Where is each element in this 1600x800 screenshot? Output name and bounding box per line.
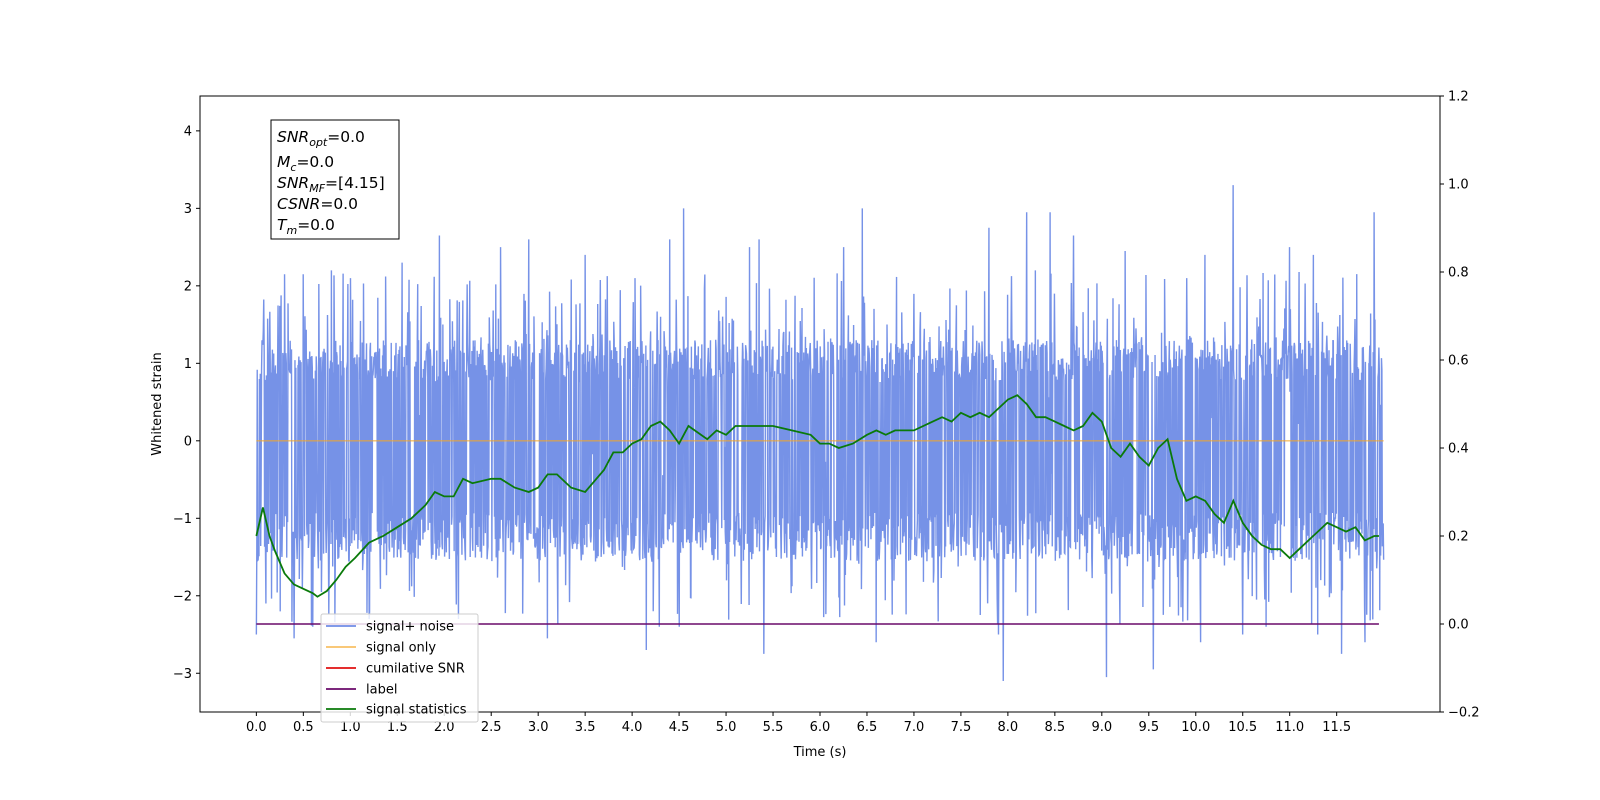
x-tick-label: 10.5 bbox=[1228, 720, 1257, 735]
x-tick-label: 11.0 bbox=[1275, 720, 1304, 735]
annotation-subscript: m bbox=[286, 224, 297, 237]
annotation-line: Tm=0.0 bbox=[277, 216, 335, 237]
series-signal-statistics-line bbox=[255, 394, 1379, 598]
legend-frame bbox=[320, 613, 479, 723]
y-right-tick-label: 0.6 bbox=[1448, 354, 1469, 369]
legend-entry: signal statistics bbox=[366, 703, 467, 718]
y-left-tick-label: 3 bbox=[184, 202, 192, 217]
annotation-subscript: MF bbox=[309, 182, 325, 195]
annotation-symbol: CSNR bbox=[277, 195, 320, 213]
y-right-tick-label: −0.2 bbox=[1448, 706, 1480, 721]
x-tick-label: 9.5 bbox=[1138, 720, 1159, 735]
x-tick-label: 11.5 bbox=[1322, 720, 1351, 735]
x-tick-label: 9.0 bbox=[1091, 720, 1112, 735]
y-right-tick-label: 0.8 bbox=[1448, 266, 1469, 281]
x-tick-label: 0.5 bbox=[293, 720, 314, 735]
annotation-subscript: c bbox=[290, 161, 296, 174]
y-left-tick-label: 1 bbox=[184, 357, 192, 372]
x-tick-label: 4.5 bbox=[669, 720, 690, 735]
legend: signal+ noise signal only cumilative SNR la… bbox=[320, 613, 479, 723]
annotation-symbol: SNR bbox=[277, 174, 309, 192]
y-left-tick-label: −2 bbox=[173, 589, 192, 604]
annotation-symbol: M bbox=[277, 153, 290, 171]
y-right-tick-label: 1.0 bbox=[1448, 178, 1469, 193]
x-tick-label: 4.0 bbox=[622, 720, 643, 735]
y-axis-left: −3 −2 −1 0 1 2 3 4 bbox=[173, 124, 200, 682]
x-tick-label: 1.5 bbox=[387, 720, 408, 735]
x-axis: 0.0 0.5 1.0 1.5 2.0 2.5 3.0 3.5 4.0 4.5 5.0 5.5 6.0 6… bbox=[246, 712, 1351, 735]
annotation-value: =0.0 bbox=[297, 216, 335, 234]
annotation-value: =0.0 bbox=[296, 153, 334, 171]
annotation-frame bbox=[270, 119, 400, 240]
x-tick-label: 3.0 bbox=[528, 720, 549, 735]
annotation-line: SNRopt=0.0 bbox=[277, 128, 365, 149]
x-tick-label: 7.5 bbox=[951, 720, 972, 735]
x-tick-label: 5.0 bbox=[716, 720, 737, 735]
annotation-value: =[4.15] bbox=[325, 174, 385, 192]
y-axis-label: Whitened strain bbox=[150, 352, 165, 455]
x-tick-label: 0.0 bbox=[246, 720, 267, 735]
legend-entry: signal+ noise bbox=[366, 620, 454, 635]
y-left-tick-label: 2 bbox=[184, 279, 192, 294]
annotation-box: SNRopt=0.0Mc=0.0SNRMF=[4.15]CSNR=0.0Tm=0… bbox=[270, 119, 400, 240]
y-right-tick-label: 1.2 bbox=[1448, 90, 1469, 105]
legend-entry: cumilative SNR bbox=[366, 662, 465, 677]
annotation-value: =0.0 bbox=[327, 128, 365, 146]
annotation-subscript: opt bbox=[309, 136, 328, 149]
annotation-line: SNRMF=[4.15] bbox=[277, 174, 385, 195]
legend-entry: label bbox=[366, 683, 397, 698]
x-tick-label: 10.0 bbox=[1181, 720, 1210, 735]
x-tick-label: 8.5 bbox=[1045, 720, 1066, 735]
x-tick-label: 3.5 bbox=[575, 720, 596, 735]
x-tick-label: 6.5 bbox=[857, 720, 878, 735]
x-tick-label: 2.0 bbox=[434, 720, 455, 735]
annotation-symbol: T bbox=[277, 216, 288, 234]
annotation-symbol: SNR bbox=[277, 128, 309, 146]
annotation-line: CSNR=0.0 bbox=[277, 195, 358, 213]
x-tick-label: 7.0 bbox=[904, 720, 925, 735]
y-right-tick-label: 0.2 bbox=[1448, 530, 1469, 545]
series-signal-noise-line bbox=[255, 185, 1385, 682]
y-left-tick-label: −3 bbox=[173, 667, 192, 682]
y-left-tick-label: 0 bbox=[184, 434, 192, 449]
x-tick-label: 5.5 bbox=[763, 720, 784, 735]
y-right-tick-label: 0.0 bbox=[1448, 618, 1469, 633]
y-axis-right: −0.2 0.0 0.2 0.4 0.6 0.8 1.0 1.2 bbox=[1440, 90, 1480, 721]
x-tick-label: 8.0 bbox=[998, 720, 1019, 735]
legend-entry: signal only bbox=[366, 641, 436, 656]
y-left-tick-label: −1 bbox=[173, 512, 192, 527]
x-tick-label: 6.0 bbox=[810, 720, 831, 735]
x-tick-label: 1.0 bbox=[340, 720, 361, 735]
annotation-value: =0.0 bbox=[320, 195, 358, 213]
x-tick-label: 2.5 bbox=[481, 720, 502, 735]
y-right-tick-label: 0.4 bbox=[1448, 442, 1469, 457]
x-axis-label: Time (s) bbox=[793, 745, 847, 760]
annotation-line: Mc=0.0 bbox=[277, 153, 334, 174]
y-left-tick-label: 4 bbox=[184, 124, 192, 139]
